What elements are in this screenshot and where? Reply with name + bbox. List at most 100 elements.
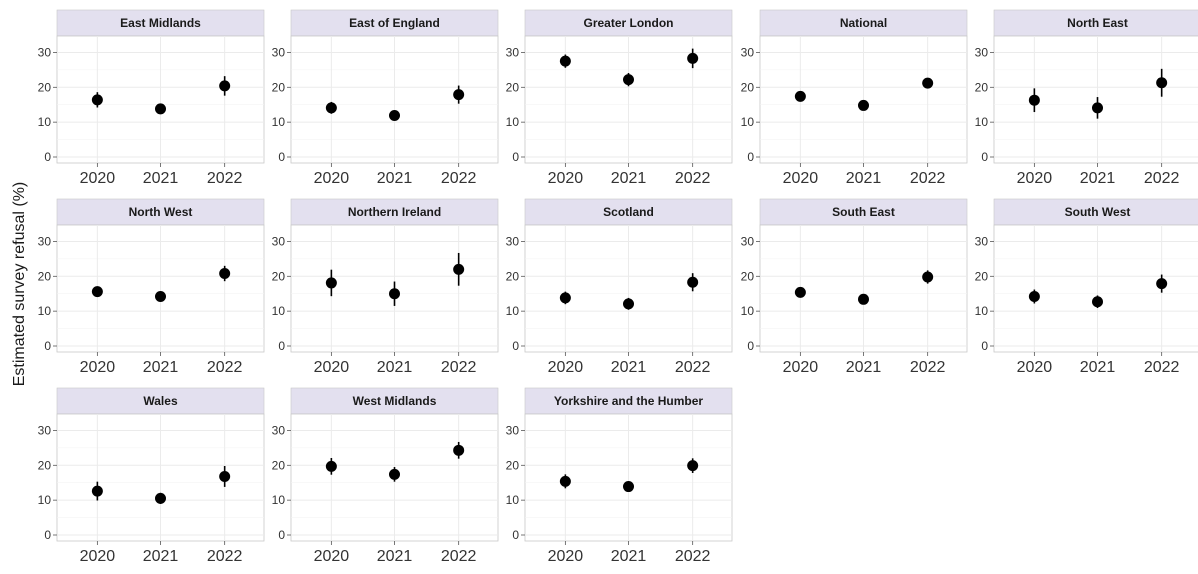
x-tick-label: 2022 [441,548,477,565]
facet-panel: North West 0 10 20 30 2020 2021 2022 [38,198,265,376]
facet-strip [290,387,499,415]
data-point [155,291,166,303]
data-point [858,293,869,305]
x-tick-label: 2020 [548,548,584,565]
x-tick-label: 2020 [80,548,116,565]
data-point [687,460,699,472]
facet-strip [759,9,968,37]
y-tick-label: 20 [741,80,755,94]
y-tick-label: 0 [512,150,519,164]
x-tick-label: 2021 [611,548,647,565]
facet-title: Scotland [603,205,654,219]
facet-panel: South East 0 10 20 30 2020 2021 2022 [741,198,968,376]
x-tick-label: 2021 [143,170,179,187]
x-tick-label: 2021 [143,548,179,565]
data-point [325,102,337,114]
facet-title: Greater London [583,16,673,30]
y-tick-label: 20 [506,458,520,472]
y-tick-label: 0 [512,528,519,542]
x-tick-label: 2022 [207,359,243,376]
data-point [559,55,571,67]
data-point [219,268,231,280]
facet-panel: East Midlands 0 10 20 30 2020 2021 2022 [38,9,265,187]
data-point [155,492,166,504]
facet-panel: Wales 0 10 20 30 2020 2021 2022 [38,387,265,565]
x-tick-label: 2022 [441,359,477,376]
x-tick-label: 2020 [314,170,350,187]
y-tick-label: 30 [38,423,52,437]
data-point [91,485,103,497]
facet-strip [56,9,265,37]
x-tick-label: 2022 [910,359,946,376]
data-point [389,110,400,122]
facet-strip [524,198,733,226]
x-tick-label: 2022 [675,548,711,565]
data-point [1156,77,1168,89]
y-tick-label: 10 [975,304,989,318]
facet-panel: Yorkshire and the Humber 0 10 20 30 2020 2021 2… [506,387,733,565]
facet-strip [290,9,499,37]
facet-title: South West [1065,205,1131,219]
y-tick-label: 0 [44,339,51,353]
y-tick-label: 20 [506,80,520,94]
facet-title: Yorkshire and the Humber [554,394,703,408]
data-point [1156,278,1168,290]
x-tick-label: 2021 [846,170,882,187]
x-tick-label: 2020 [80,359,116,376]
facet-panel: National 0 10 20 30 2020 2021 2022 [741,9,968,187]
data-point [325,460,337,472]
y-tick-label: 30 [741,45,755,59]
x-tick-label: 2021 [611,359,647,376]
y-tick-label: 20 [272,269,286,283]
facet-strip [524,9,733,37]
x-tick-label: 2020 [1017,359,1053,376]
y-tick-label: 30 [506,423,520,437]
y-tick-label: 0 [981,150,988,164]
x-tick-label: 2022 [207,548,243,565]
y-tick-label: 20 [38,458,52,472]
data-point [219,80,231,92]
x-tick-label: 2021 [1080,170,1116,187]
facet-title: East of England [349,16,440,30]
data-point [922,77,934,89]
y-tick-label: 30 [272,423,286,437]
panel-background [993,224,1198,353]
data-point [219,470,231,482]
y-tick-label: 30 [741,234,755,248]
data-point [623,298,634,310]
facet-panel: West Midlands 0 10 20 30 2020 2021 2022 [272,387,499,565]
y-tick-label: 10 [741,115,755,129]
y-tick-label: 30 [272,45,286,59]
y-tick-label: 20 [38,80,52,94]
data-point [1092,296,1103,308]
y-tick-label: 20 [38,269,52,283]
y-tick-label: 30 [38,45,52,59]
y-tick-label: 0 [44,150,51,164]
facet-title: National [840,16,887,30]
facet-title: East Midlands [120,16,201,30]
y-tick-label: 0 [44,528,51,542]
data-point [1028,94,1040,106]
y-tick-label: 10 [975,115,989,129]
facet-strip [56,198,265,226]
data-point [1028,291,1040,303]
y-tick-label: 30 [272,234,286,248]
x-tick-label: 2021 [143,359,179,376]
y-tick-label: 0 [747,150,754,164]
data-point [623,481,634,493]
y-tick-label: 20 [272,80,286,94]
facet-strip [56,387,265,415]
x-tick-label: 2022 [675,170,711,187]
x-tick-label: 2020 [548,359,584,376]
data-point [91,94,103,106]
x-tick-label: 2022 [675,359,711,376]
panel-background [993,35,1198,164]
facet-strip [759,198,968,226]
y-tick-label: 0 [512,339,519,353]
data-point [559,292,571,304]
x-tick-label: 2021 [377,170,413,187]
x-tick-label: 2020 [314,359,350,376]
facet-title: North West [129,205,193,219]
